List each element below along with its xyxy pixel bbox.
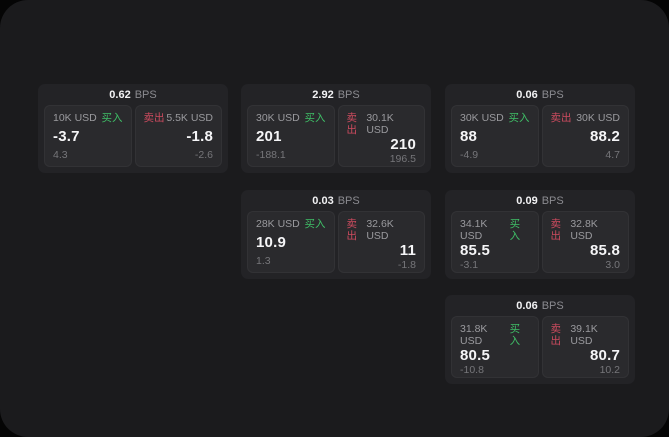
sell-quote-panel[interactable]: 卖出 5.5K USD -1.8 -2.6 bbox=[134, 105, 222, 167]
buy-price: 10.9 bbox=[256, 234, 286, 251]
sell-price: 210 bbox=[390, 136, 416, 153]
bps-unit: BPS bbox=[337, 194, 360, 207]
sell-price: 80.7 bbox=[590, 347, 620, 364]
bps-value: 0.09 bbox=[516, 194, 538, 207]
bps-value: 2.92 bbox=[312, 88, 334, 101]
quote-card: 0.03 BPS 28K USD 买入 10.9 1.3 卖出 32.6K US… bbox=[241, 190, 431, 279]
buy-change: -188.1 bbox=[256, 149, 286, 161]
quote-card: 0.06 BPS 30K USD 买入 88 -4.9 卖出 30K USD 8… bbox=[445, 84, 635, 173]
card-header: 0.09 BPS bbox=[445, 190, 635, 211]
buy-side-label: 买入 bbox=[304, 112, 326, 124]
sell-quote-panel[interactable]: 卖出 30.1K USD 210 196.5 bbox=[337, 105, 425, 167]
sell-notional-label: 32.6K USD bbox=[366, 218, 394, 242]
sell-notional-label: 5.5K USD bbox=[166, 112, 213, 124]
bps-unit: BPS bbox=[134, 88, 157, 101]
quote-card: 0.06 BPS 31.8K USD 买入 80.5 -10.8 卖出 39.1… bbox=[445, 295, 635, 384]
bps-unit: BPS bbox=[541, 88, 564, 101]
buy-notional-label: 30K USD bbox=[460, 112, 504, 124]
sell-quote-panel[interactable]: 卖出 32.8K USD 85.8 3.0 bbox=[541, 211, 629, 273]
sell-quote-panel[interactable]: 卖出 30K USD 88.2 4.7 bbox=[541, 105, 629, 167]
buy-side-label: 买入 bbox=[101, 112, 123, 124]
buy-notional-label: 30K USD bbox=[256, 112, 300, 124]
buy-change: -3.1 bbox=[460, 259, 479, 271]
buy-side-label: 买入 bbox=[509, 218, 521, 242]
buy-change: -10.8 bbox=[460, 364, 484, 376]
sell-notional-label: 39.1K USD bbox=[570, 323, 598, 347]
bps-unit: BPS bbox=[541, 194, 564, 207]
card-header: 2.92 BPS bbox=[241, 84, 431, 105]
sell-change: 196.5 bbox=[389, 153, 416, 165]
buy-quote-panel[interactable]: 30K USD 买入 201 -188.1 bbox=[247, 105, 335, 167]
sell-side-label: 卖出 bbox=[346, 218, 358, 242]
sell-quote-panel[interactable]: 卖出 39.1K USD 80.7 10.2 bbox=[541, 316, 629, 378]
buy-quote-panel[interactable]: 10K USD 买入 -3.7 4.3 bbox=[44, 105, 132, 167]
buy-price: -3.7 bbox=[53, 128, 80, 145]
sell-side-label: 卖出 bbox=[550, 218, 562, 242]
card-header: 0.03 BPS bbox=[241, 190, 431, 211]
sell-change: 3.0 bbox=[605, 259, 620, 271]
bps-value: 0.62 bbox=[109, 88, 131, 101]
sell-quote-panel[interactable]: 卖出 32.6K USD 11 -1.8 bbox=[337, 211, 425, 273]
card-header: 0.62 BPS bbox=[38, 84, 228, 105]
buy-change: 1.3 bbox=[256, 255, 271, 267]
buy-notional-label: 31.8K USD bbox=[460, 323, 488, 347]
buy-side-label: 买入 bbox=[508, 112, 530, 124]
buy-price: 201 bbox=[256, 128, 282, 145]
buy-notional-label: 34.1K USD bbox=[460, 218, 488, 242]
sell-notional-label: 32.8K USD bbox=[570, 218, 598, 242]
buy-price: 80.5 bbox=[460, 347, 490, 364]
sell-price: 88.2 bbox=[590, 128, 620, 145]
sell-side-label: 卖出 bbox=[550, 323, 562, 347]
sell-side-label: 卖出 bbox=[346, 112, 358, 136]
sell-change: 10.2 bbox=[599, 364, 620, 376]
sell-price: -1.8 bbox=[186, 128, 213, 145]
card-header: 0.06 BPS bbox=[445, 84, 635, 105]
sell-change: -2.6 bbox=[194, 149, 213, 161]
bps-value: 0.06 bbox=[516, 88, 538, 101]
buy-price: 85.5 bbox=[460, 242, 490, 259]
buy-side-label: 买入 bbox=[304, 218, 326, 230]
quote-card: 2.92 BPS 30K USD 买入 201 -188.1 卖出 30.1K … bbox=[241, 84, 431, 173]
sell-notional-label: 30K USD bbox=[576, 112, 620, 124]
bps-unit: BPS bbox=[541, 299, 564, 312]
quote-card: 0.09 BPS 34.1K USD 买入 85.5 -3.1 卖出 32.8K… bbox=[445, 190, 635, 279]
buy-quote-panel[interactable]: 34.1K USD 买入 85.5 -3.1 bbox=[451, 211, 539, 273]
bps-value: 0.03 bbox=[312, 194, 334, 207]
sell-change: -1.8 bbox=[397, 259, 416, 271]
sell-price: 11 bbox=[399, 242, 416, 259]
buy-quote-panel[interactable]: 31.8K USD 买入 80.5 -10.8 bbox=[451, 316, 539, 378]
card-header: 0.06 BPS bbox=[445, 295, 635, 316]
buy-change: 4.3 bbox=[53, 149, 68, 161]
buy-price: 88 bbox=[460, 128, 478, 145]
bps-value: 0.06 bbox=[516, 299, 538, 312]
buy-change: -4.9 bbox=[460, 149, 479, 161]
sell-side-label: 卖出 bbox=[550, 112, 572, 124]
buy-notional-label: 28K USD bbox=[256, 218, 300, 230]
buy-quote-panel[interactable]: 30K USD 买入 88 -4.9 bbox=[451, 105, 539, 167]
sell-change: 4.7 bbox=[605, 149, 620, 161]
sell-side-label: 卖出 bbox=[143, 112, 165, 124]
bps-unit: BPS bbox=[337, 88, 360, 101]
buy-notional-label: 10K USD bbox=[53, 112, 97, 124]
sell-notional-label: 30.1K USD bbox=[366, 112, 394, 136]
quote-card: 0.62 BPS 10K USD 买入 -3.7 4.3 卖出 5.5K USD… bbox=[38, 84, 228, 173]
sell-price: 85.8 bbox=[590, 242, 620, 259]
buy-quote-panel[interactable]: 28K USD 买入 10.9 1.3 bbox=[247, 211, 335, 273]
buy-side-label: 买入 bbox=[509, 323, 521, 347]
